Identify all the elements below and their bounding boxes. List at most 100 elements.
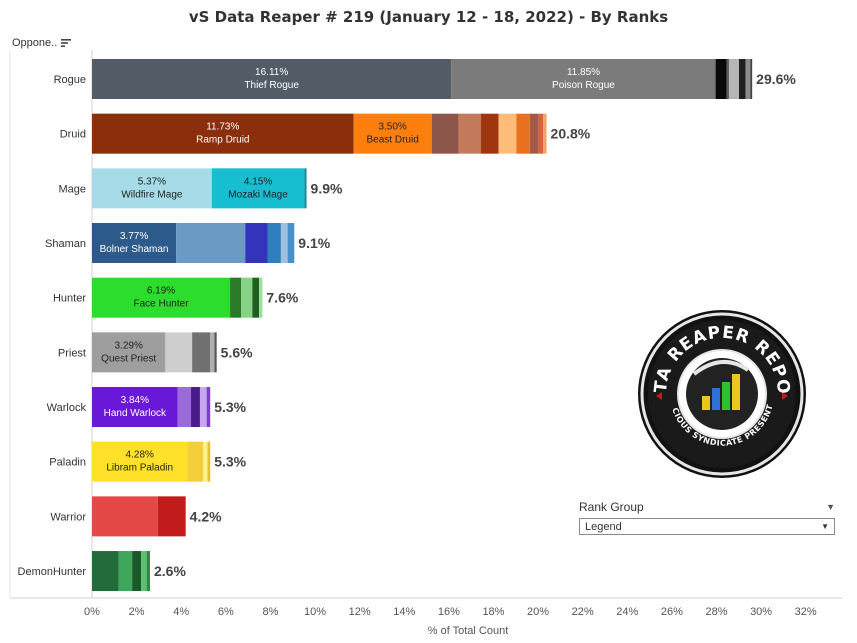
bar-row-druid: Druid 11.73% Ramp Druid 3.50% Beast Druid 20.… <box>60 113 591 154</box>
x-tick-label: 22% <box>572 606 594 618</box>
bar-segment-priest-1 <box>92 332 166 373</box>
bar-segment-paladin-1 <box>92 441 188 482</box>
x-tick-label: 8% <box>262 606 278 618</box>
bar-segment-priest-3 <box>192 332 210 373</box>
opponent-class-header[interactable]: Oppone.. <box>12 37 72 49</box>
bar-segment-warrior-2 <box>157 496 186 537</box>
segment-value-label: 11.85% <box>567 67 600 78</box>
bar-segment-demonhunter-5 <box>146 551 150 592</box>
bar-total-label: 9.1% <box>298 235 330 251</box>
category-label: Hunter <box>53 293 86 305</box>
bar-segment-warlock-5 <box>206 387 211 428</box>
sort-icon[interactable] <box>60 38 72 48</box>
x-tick-label: 6% <box>218 606 234 618</box>
category-label: Druid <box>60 129 86 141</box>
x-tick-label: 20% <box>527 606 549 618</box>
bar-segment-hunter-3 <box>241 277 253 318</box>
chart-title: vS Data Reaper # 219 (January 12 - 18, 2… <box>188 8 669 26</box>
category-label: Priest <box>58 347 86 359</box>
segment-value-label: 4.28% <box>126 450 154 461</box>
segment-archetype-label: Poison Rogue <box>552 80 615 91</box>
rank-group-dropdown[interactable]: Legend ▼ <box>579 518 835 535</box>
category-label: Warrior <box>50 511 86 523</box>
bar-segment-paladin-4 <box>207 441 211 482</box>
bar-row-hunter: Hunter 6.19% Face Hunter 7.6% <box>53 277 299 318</box>
bar-segment-shaman-5 <box>280 223 288 264</box>
bar-segment-druid-2 <box>353 113 432 154</box>
x-axis-title: % of Total Count <box>428 625 509 637</box>
bar-segment-druid-10 <box>543 113 547 154</box>
bar-segment-druid-6 <box>498 113 517 154</box>
bar-row-warrior: Warrior 4.2% <box>50 496 222 537</box>
x-tick-label: 28% <box>705 606 727 618</box>
category-label: Rogue <box>54 74 86 86</box>
x-tick-label: 26% <box>661 606 683 618</box>
x-tick-label: 0% <box>84 606 100 618</box>
bar-segment-warrior-1 <box>92 496 158 537</box>
bar-total-label: 5.3% <box>214 399 246 415</box>
bar-total-label: 2.6% <box>154 563 186 579</box>
x-tick-label: 24% <box>616 606 638 618</box>
bar-segment-rogue-8 <box>750 59 753 99</box>
bar-total-label: 7.6% <box>266 290 298 306</box>
bar-segment-mage-2 <box>211 168 305 209</box>
segment-archetype-label: Face Hunter <box>134 299 190 310</box>
x-tick-label: 32% <box>795 606 817 618</box>
segment-archetype-label: Ramp Druid <box>196 135 249 146</box>
x-tick-label: 12% <box>349 606 371 618</box>
bar-segment-druid-8 <box>529 113 539 154</box>
x-axis-ticks: 0% 2% 4% 6% 8% 10% 12% 14% 16% 18% 20% 22% 24% 26% 28%… <box>84 606 817 618</box>
bar-segment-rogue-6 <box>739 59 746 99</box>
bar-segment-priest-2 <box>165 332 193 373</box>
bar-segment-warlock-2 <box>177 387 192 428</box>
chevron-down-icon: ▼ <box>821 522 829 531</box>
bar-row-demonhunter: DemonHunter 2.6% <box>18 551 186 592</box>
bar-segment-mage-1 <box>92 168 212 209</box>
opponent-class-header-label: Oppone.. <box>12 37 58 49</box>
bar-segment-druid-9 <box>538 113 544 154</box>
bar-segment-demonhunter-4 <box>141 551 147 592</box>
bars: Rogue 16.11% Thief Rogue 11.85% Poison Rogue… <box>18 59 796 592</box>
category-label: DemonHunter <box>18 566 87 578</box>
bar-segment-rogue-4 <box>726 59 729 99</box>
x-tick-label: 14% <box>393 606 415 618</box>
bar-segment-paladin-3 <box>203 441 208 482</box>
x-tick-label: 16% <box>438 606 460 618</box>
segment-value-label: 11.73% <box>206 122 239 133</box>
bar-segment-paladin-2 <box>187 441 204 482</box>
segment-archetype-label: Quest Priest <box>101 353 156 364</box>
bar-segment-hunter-2 <box>230 277 242 318</box>
bar-total-label: 20.8% <box>551 126 591 142</box>
bar-segment-hunter-4 <box>252 277 260 318</box>
bar-segment-priest-5 <box>214 332 217 373</box>
bar-row-paladin: Paladin 4.28% Libram Paladin 5.3% <box>49 441 247 482</box>
bar-segment-rogue-1 <box>92 59 452 99</box>
rank-group-menu-icon[interactable]: ▼ <box>826 502 835 512</box>
bar-segment-shaman-2 <box>176 223 246 264</box>
bar-segment-rogue-2 <box>451 59 716 99</box>
segment-archetype-label: Thief Rogue <box>244 80 299 91</box>
data-reaper-report-logo: DATA REAPER REPORT VICIOUS SYNDICATE PRE… <box>636 308 806 478</box>
bar-row-mage: Mage 5.37% Wildfire Mage 4.15% Mozaki Mage 9.… <box>58 168 343 209</box>
bar-total-label: 9.9% <box>311 180 343 196</box>
bar-segment-hunter-5 <box>259 277 263 318</box>
segment-value-label: 3.77% <box>120 231 148 242</box>
category-label: Mage <box>58 183 86 195</box>
x-tick-label: 4% <box>173 606 189 618</box>
segment-archetype-label: Hand Warlock <box>104 408 167 419</box>
segment-value-label: 6.19% <box>147 286 175 297</box>
bar-total-label: 4.2% <box>190 508 222 524</box>
rank-group-selected-value: Legend <box>585 520 622 533</box>
x-tick-label: 10% <box>304 606 326 618</box>
bar-segment-demonhunter-2 <box>118 551 133 592</box>
bar-row-priest: Priest 3.29% Quest Priest 5.6% <box>58 332 253 373</box>
bar-segment-druid-7 <box>516 113 530 154</box>
category-label: Shaman <box>45 238 86 250</box>
bar-row-shaman: Shaman 3.77% Bolner Shaman 9.1% <box>45 223 331 264</box>
bar-total-label: 29.6% <box>756 71 796 87</box>
bar-segment-demonhunter-1 <box>92 551 119 592</box>
segment-archetype-label: Mozaki Mage <box>228 189 288 200</box>
bar-segment-rogue-5 <box>728 59 740 99</box>
segment-value-label: 3.29% <box>115 340 143 351</box>
